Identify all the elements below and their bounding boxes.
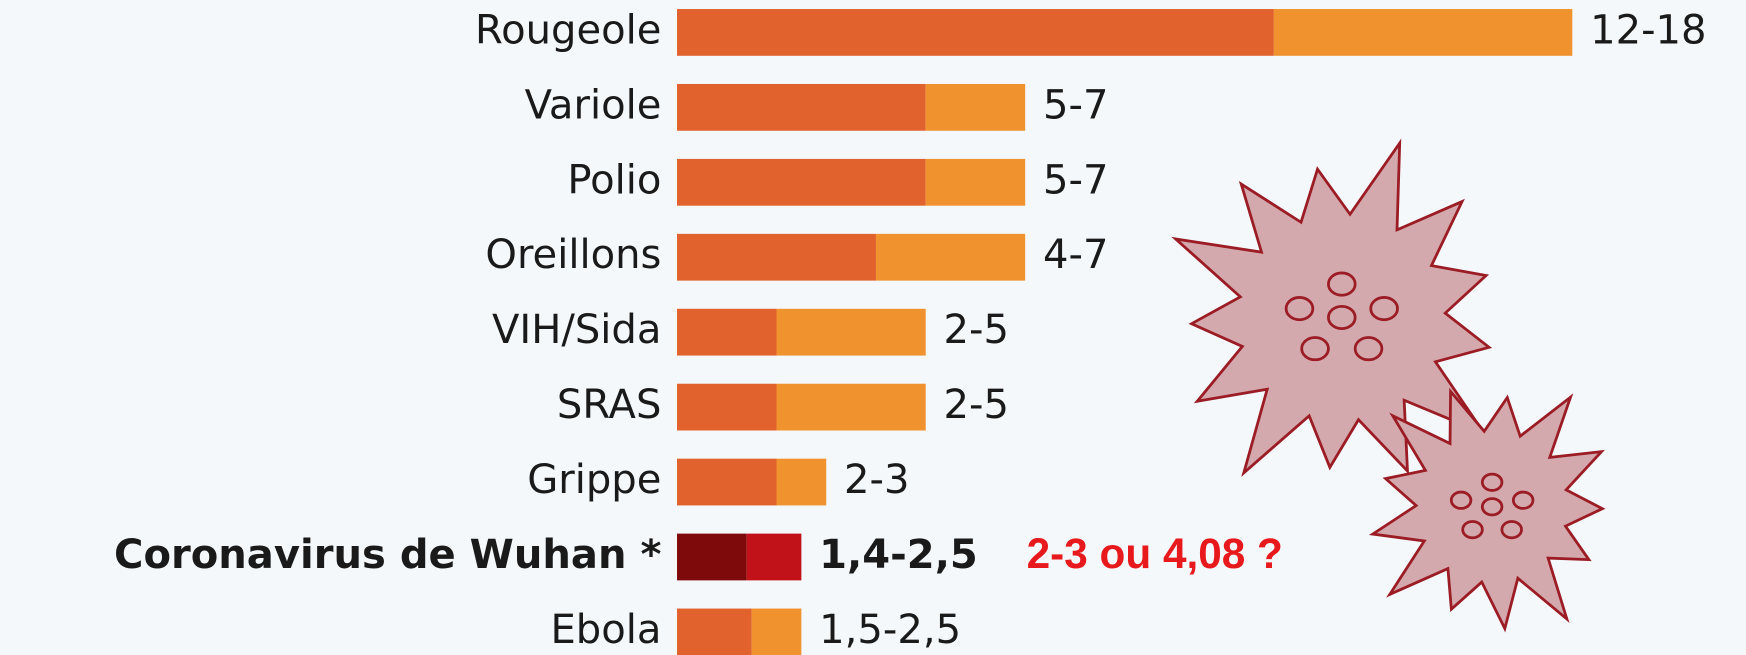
category-label: SRAS	[557, 382, 662, 428]
bar-range	[925, 83, 1026, 131]
bar-low	[677, 158, 926, 206]
virus-dot	[1480, 497, 1504, 517]
value-label: 4-7	[1043, 232, 1108, 278]
value-label: 5-7	[1043, 157, 1108, 203]
virus-dot	[1461, 520, 1484, 540]
value-label: 1,5-2,5	[819, 607, 961, 653]
category-label: Coronavirus de Wuhan *	[114, 532, 661, 578]
bar-low	[677, 83, 926, 131]
virus-dot	[1327, 304, 1357, 331]
value-label: 12-18	[1590, 7, 1706, 53]
bar-range	[1273, 9, 1573, 56]
bar-range	[751, 608, 802, 655]
virus-dot	[1511, 490, 1535, 510]
bar-low	[677, 233, 876, 281]
category-label: Ebola	[550, 607, 661, 653]
virus-dot	[1327, 271, 1357, 297]
virus-dot	[1500, 520, 1523, 540]
category-label: Variole	[525, 82, 662, 128]
bar-low	[677, 458, 777, 506]
virus-dot	[1284, 296, 1315, 322]
category-label: Oreillons	[485, 232, 661, 278]
bar-low	[677, 533, 747, 581]
category-label: Grippe	[527, 457, 661, 503]
category-label: VIH/Sida	[492, 307, 661, 353]
virus-dot	[1300, 336, 1330, 362]
bar-low	[677, 308, 777, 356]
bar-range	[925, 158, 1026, 206]
bar-low	[677, 9, 1274, 56]
bar-range	[776, 308, 926, 356]
value-label: 2-5	[944, 307, 1009, 353]
virus	[1368, 387, 1606, 633]
value-label: 2-5	[944, 382, 1009, 428]
bar-range	[776, 458, 827, 506]
virus-icons	[1171, 138, 1606, 633]
virus-dot	[1449, 490, 1473, 510]
bar-low	[677, 383, 777, 431]
bar-range	[875, 233, 1026, 281]
value-label: 1,4-2,5	[819, 532, 978, 578]
category-label: Rougeole	[475, 7, 661, 53]
annotation: 2-3 ou 4,08 ?	[1027, 530, 1283, 577]
virus-dot	[1353, 336, 1384, 362]
bar-range	[776, 383, 926, 431]
bar-range	[746, 533, 802, 581]
virus-dot	[1480, 472, 1504, 492]
category-label: Polio	[567, 157, 661, 203]
bar-low	[677, 608, 752, 655]
value-label: 2-3	[844, 457, 909, 503]
value-label: 5-7	[1043, 82, 1108, 128]
virus-dot	[1369, 296, 1399, 322]
